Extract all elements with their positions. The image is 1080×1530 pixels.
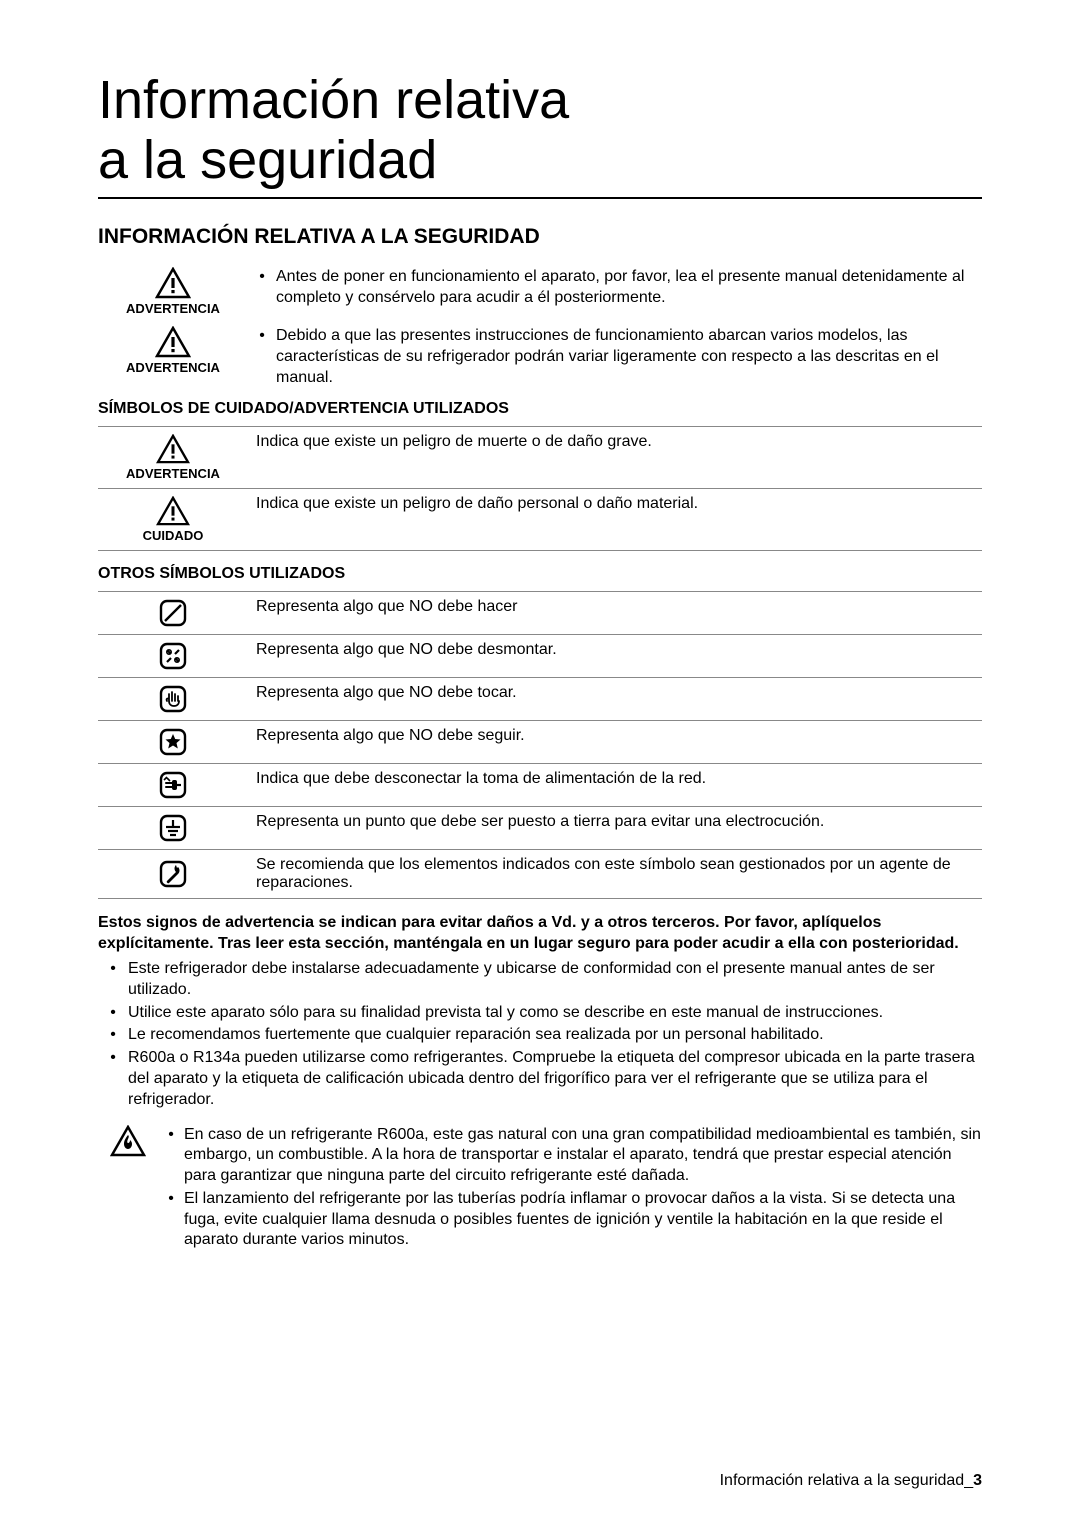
icon-cell	[98, 635, 248, 678]
subheading-symbols: SÍMBOLOS DE CUIDADO/ADVERTENCIA UTILIZAD…	[98, 400, 982, 418]
symbol-description: Representa algo que NO debe seguir.	[248, 721, 982, 764]
icon-cell	[98, 678, 248, 721]
prohibit-icon	[158, 598, 188, 628]
no-disassemble-icon	[158, 641, 188, 671]
icon-cell	[98, 807, 248, 850]
symbol-description: Indica que existe un peligro de muerte o…	[248, 427, 982, 489]
unplug-icon	[158, 770, 188, 800]
table-row: Representa algo que NO debe hacer	[98, 592, 982, 635]
table-row: ADVERTENCIA Indica que existe un peligro…	[98, 427, 982, 489]
cuidado-label: CUIDADO	[106, 528, 240, 543]
caution-symbols-table: ADVERTENCIA Indica que existe un peligro…	[98, 426, 982, 551]
icon-cell	[98, 721, 248, 764]
main-bullet-list: Este refrigerador debe instalarse adecua…	[98, 959, 982, 1111]
symbol-description: Representa un punto que debe ser puesto …	[248, 807, 982, 850]
ground-icon	[158, 813, 188, 843]
icon-cell: CUIDADO	[98, 489, 248, 551]
warning-text: Antes de poner en funcionamiento el apar…	[248, 267, 982, 309]
warning-label: ADVERTENCIA	[98, 360, 248, 375]
symbol-description: Representa algo que NO debe desmontar.	[248, 635, 982, 678]
warning-paragraph: Estos signos de advertencia se indican p…	[98, 913, 982, 955]
warning-label: ADVERTENCIA	[98, 301, 248, 316]
page-footer: Información relativa a la seguridad_3	[720, 1472, 982, 1490]
title-line-2: a la seguridad	[98, 130, 437, 190]
warning-triangle-icon	[156, 496, 190, 526]
table-row: Se recomienda que los elementos indicado…	[98, 850, 982, 899]
warning-triangle-icon	[155, 326, 191, 358]
warning-block-1: ADVERTENCIA Antes de poner en funcionami…	[98, 267, 982, 316]
list-item: Le recomendamos fuertemente que cualquie…	[98, 1025, 982, 1046]
other-symbols-table: Representa algo que NO debe hacer Repres…	[98, 591, 982, 899]
title-line-1: Información relativa	[98, 70, 569, 130]
table-row: Representa algo que NO debe desmontar.	[98, 635, 982, 678]
list-item: En caso de un refrigerante R600a, este g…	[158, 1125, 982, 1187]
symbol-description: Representa algo que NO debe hacer	[248, 592, 982, 635]
warning-triangle-icon	[156, 434, 190, 464]
warning-text: Debido a que las presentes instrucciones…	[248, 326, 982, 388]
footer-text: Información relativa a la seguridad_	[720, 1472, 973, 1489]
flame-text-col: En caso de un refrigerante R600a, este g…	[158, 1125, 982, 1254]
warning-label-col: ADVERTENCIA	[98, 326, 248, 375]
icon-cell	[98, 764, 248, 807]
warning-label-col: ADVERTENCIA	[98, 267, 248, 316]
symbol-description: Representa algo que NO debe tocar.	[248, 678, 982, 721]
warning-1-text: Antes de poner en funcionamiento el apar…	[276, 267, 982, 309]
list-item: Utilice este aparato sólo para su finali…	[98, 1003, 982, 1024]
service-icon	[158, 859, 188, 889]
table-row: CUIDADO Indica que existe un peligro de …	[98, 489, 982, 551]
must-follow-icon	[158, 727, 188, 757]
list-item: Este refrigerador debe instalarse adecua…	[98, 959, 982, 1001]
no-touch-icon	[158, 684, 188, 714]
flame-warning-block: En caso de un refrigerante R600a, este g…	[98, 1125, 982, 1254]
warning-block-2: ADVERTENCIA Debido a que las presentes i…	[98, 326, 982, 388]
symbol-description: Se recomienda que los elementos indicado…	[248, 850, 982, 899]
page-number: 3	[973, 1472, 982, 1489]
flame-warning-icon	[110, 1125, 146, 1157]
subheading-other-symbols: OTROS SÍMBOLOS UTILIZADOS	[98, 565, 982, 583]
flame-icon-col	[98, 1125, 158, 1254]
table-row: Indica que debe desconectar la toma de a…	[98, 764, 982, 807]
advertencia-label: ADVERTENCIA	[106, 466, 240, 481]
icon-cell	[98, 592, 248, 635]
warning-triangle-icon	[155, 267, 191, 299]
warning-2-text: Debido a que las presentes instrucciones…	[276, 326, 982, 388]
list-item: El lanzamiento del refrigerante por las …	[158, 1189, 982, 1251]
list-item: R600a o R134a pueden utilizarse como ref…	[98, 1048, 982, 1110]
table-row: Representa algo que NO debe tocar.	[98, 678, 982, 721]
table-row: Representa algo que NO debe seguir.	[98, 721, 982, 764]
icon-cell	[98, 850, 248, 899]
icon-cell: ADVERTENCIA	[98, 427, 248, 489]
table-row: Representa un punto que debe ser puesto …	[98, 807, 982, 850]
page-title: Información relativa a la seguridad	[98, 70, 982, 199]
section-heading: INFORMACIÓN RELATIVA A LA SEGURIDAD	[98, 225, 982, 249]
symbol-description: Indica que existe un peligro de daño per…	[248, 489, 982, 551]
symbol-description: Indica que debe desconectar la toma de a…	[248, 764, 982, 807]
